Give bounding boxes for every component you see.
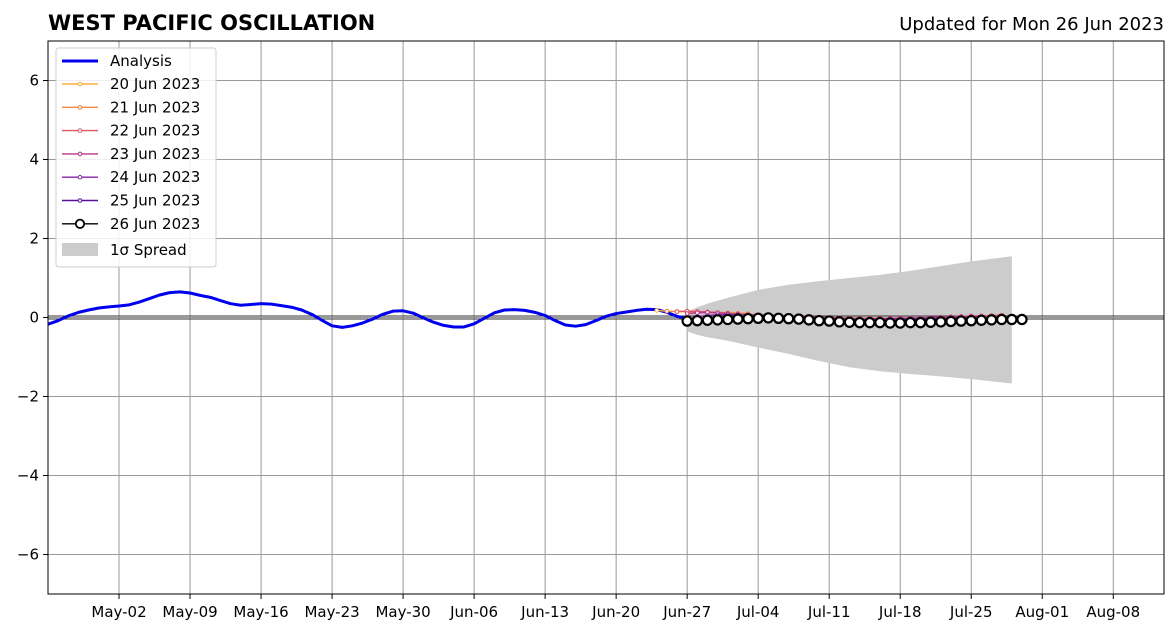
- forecast-point: [823, 315, 835, 327]
- forecast-point: [904, 316, 917, 329]
- forecast-point: [711, 314, 724, 326]
- forecast-point: [695, 310, 700, 316]
- forecast-point: [803, 314, 815, 326]
- forecast-point: [843, 316, 856, 328]
- forecast-layer: [654, 308, 1028, 329]
- legend-marker: [77, 81, 83, 87]
- forecast-point: [995, 313, 1008, 326]
- x-tick-label: Jun-27: [662, 603, 711, 621]
- forecast-point: [853, 316, 866, 329]
- x-tick-label: Jul-18: [878, 603, 922, 621]
- legend: Analysis 20 Jun 2023 21 Jun 2023 22 Jun 202…: [55, 47, 217, 268]
- x-tick-label: May-23: [304, 603, 359, 621]
- forecast-point: [884, 317, 896, 329]
- legend-marker: [77, 128, 83, 133]
- forecast-point: [894, 317, 906, 329]
- x-tick-label: Jun-06: [449, 603, 498, 621]
- forecast-point: [654, 308, 660, 313]
- x-tick-label: Jul-04: [736, 603, 780, 621]
- analysis-line: [47, 290, 708, 329]
- legend-label-forecast: 20 Jun 2023: [110, 75, 200, 93]
- forecast-point: [793, 313, 805, 325]
- forecast-point: [1016, 313, 1028, 326]
- analysis-layer: [47, 290, 708, 329]
- forecast-point: [681, 315, 693, 327]
- forecast-point: [674, 309, 680, 314]
- legend-marker: [74, 218, 86, 229]
- x-tick-label: Aug-08: [1086, 603, 1140, 621]
- x-tick-label: Jun-13: [520, 603, 569, 621]
- forecast-point: [752, 312, 764, 324]
- y-tick-label: 4: [29, 151, 39, 169]
- x-tick-label: Aug-01: [1015, 603, 1069, 621]
- y-tick-label: −4: [17, 467, 39, 485]
- legend-label-forecast: 26 Jun 2023: [110, 215, 200, 233]
- forecast-point: [985, 314, 998, 326]
- forecast-point: [772, 312, 785, 324]
- forecast-point: [701, 314, 714, 326]
- legend-label-forecast: 25 Jun 2023: [110, 192, 200, 210]
- x-tick-label: May-02: [91, 603, 146, 621]
- x-tick-label: May-16: [233, 603, 288, 621]
- legend-items: Analysis 20 Jun 2023 21 Jun 2023 22 Jun 202…: [62, 52, 200, 259]
- y-tick-label: −6: [17, 546, 39, 564]
- forecast-point: [935, 316, 947, 328]
- x-tick-label: Jul-25: [949, 603, 993, 621]
- forecast-point: [945, 315, 957, 328]
- legend-swatch-spread: [62, 243, 98, 256]
- chart-subtitle: Updated for Mon 26 Jun 2023: [899, 14, 1164, 35]
- forecast-point: [722, 313, 734, 326]
- forecast-point: [742, 312, 754, 325]
- forecast-point: [914, 316, 927, 329]
- forecast-point: [762, 312, 775, 324]
- x-tick-label: May-09: [162, 603, 217, 621]
- y-tick-label: 0: [29, 309, 39, 327]
- y-tick-label: 2: [29, 230, 39, 248]
- legend-marker: [77, 174, 83, 180]
- forecast-point: [664, 308, 670, 314]
- x-axis-ticks: May-02 May-09 May-16 May-23 May-30 Jun-06 Jun-…: [91, 594, 1140, 621]
- chart-title: WEST PACIFIC OSCILLATION: [48, 11, 375, 35]
- legend-box: [55, 47, 217, 268]
- forecast-point: [1006, 313, 1018, 326]
- forecast-point: [813, 314, 825, 327]
- x-tick-label: Jun-20: [591, 603, 640, 621]
- forecast-point: [955, 315, 967, 327]
- forecast-point: [975, 314, 988, 326]
- forecast-point: [874, 316, 886, 329]
- legend-label-forecast: 23 Jun 2023: [110, 145, 200, 163]
- x-tick-label: May-30: [375, 603, 430, 621]
- forecast-point: [864, 316, 876, 329]
- y-tick-label: 6: [29, 72, 39, 90]
- forecast-point: [732, 313, 744, 325]
- forecast-point: [684, 311, 690, 316]
- x-tick-label: Jul-11: [807, 603, 851, 621]
- forecast-point: [691, 314, 704, 327]
- y-tick-label: −2: [17, 388, 39, 406]
- legend-label-forecast: 24 Jun 2023: [110, 168, 200, 186]
- forecast-point: [782, 312, 795, 325]
- legend-label-spread: 1σ Spread: [110, 241, 187, 259]
- legend-marker: [77, 198, 83, 203]
- forecast-point: [965, 314, 977, 327]
- legend-marker: [77, 105, 83, 110]
- legend-label-analysis: Analysis: [110, 52, 172, 70]
- legend-label-forecast: 22 Jun 2023: [110, 122, 200, 140]
- y-axis-ticks: 6 4 2 0 −2 −4 −6: [17, 72, 48, 564]
- legend-marker: [77, 151, 83, 157]
- legend-label-forecast: 21 Jun 2023: [110, 98, 200, 116]
- forecast-point: [833, 316, 846, 328]
- forecast-point: [924, 316, 937, 328]
